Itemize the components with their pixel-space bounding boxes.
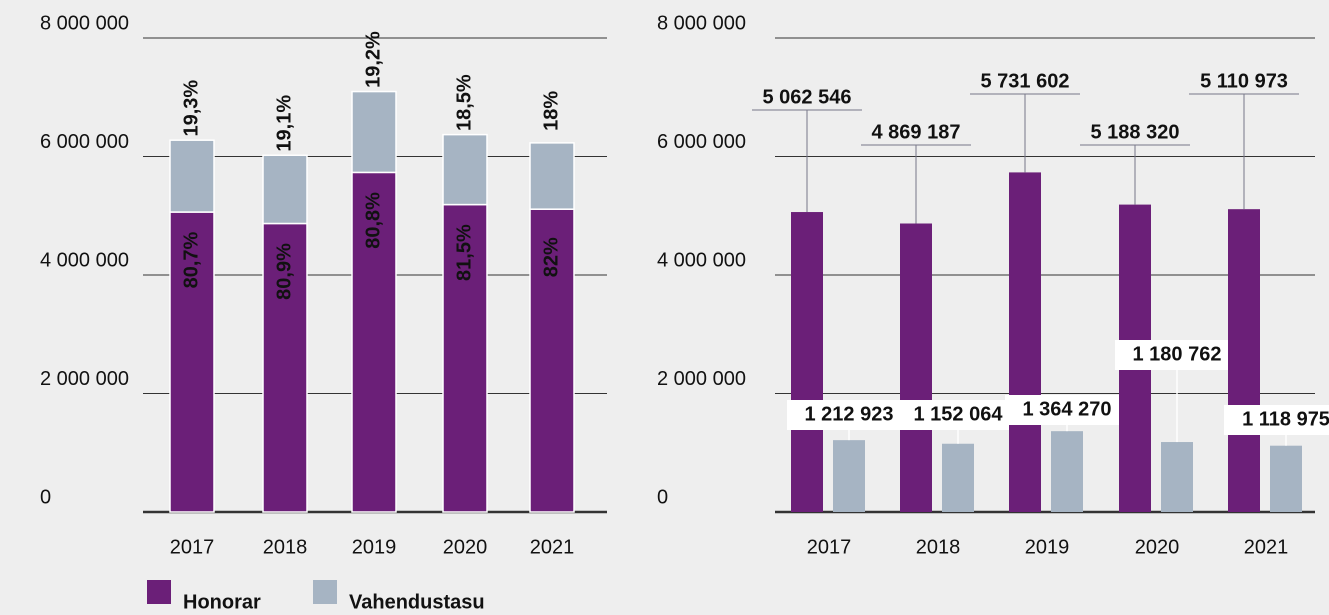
label-box [1224, 405, 1329, 435]
bar-segment [529, 142, 575, 210]
share-label: 80,9% [273, 243, 295, 300]
x-tick-label: 2020 [443, 536, 488, 558]
value-label: 1 212 923 [805, 403, 894, 425]
x-tick-label: 2018 [263, 536, 308, 558]
value-label: 1 118 975 [1242, 408, 1329, 430]
legend-swatch [313, 580, 337, 604]
y-tick-label: 8 000 000 [40, 12, 129, 34]
value-label: 5 110 973 [1200, 70, 1288, 92]
x-tick-label: 2020 [1135, 536, 1180, 558]
label-box [787, 400, 911, 430]
bar [1009, 172, 1041, 512]
bar [833, 440, 865, 512]
share-label: 80,8% [362, 192, 384, 249]
bar [942, 443, 974, 512]
x-tick-label: 2019 [352, 536, 397, 558]
label-box [896, 400, 1020, 430]
bar [1228, 209, 1260, 512]
bar [1270, 445, 1302, 512]
y-tick-label: 6 000 000 [40, 131, 129, 153]
x-tick-label: 2021 [1244, 536, 1289, 558]
share-label: 81,5% [453, 224, 475, 281]
bar [900, 223, 932, 512]
share-label: 82% [540, 237, 562, 277]
y-tick-label: 6 000 000 [657, 131, 746, 153]
value-label: 1 152 064 [914, 403, 1004, 425]
bar [1161, 442, 1193, 512]
bar-segment [262, 222, 308, 513]
value-label: 5 188 320 [1091, 121, 1180, 143]
share-label: 18,5% [453, 74, 475, 131]
share-label: 19,3% [180, 80, 202, 137]
legend-label: Vahendustasu [349, 591, 485, 613]
value-label: 5 062 546 [763, 86, 852, 108]
bar-segment [442, 133, 488, 206]
value-label: 4 869 187 [872, 121, 961, 143]
legend-swatch [147, 580, 171, 604]
bar-segment [169, 211, 215, 513]
share-label: 19,2% [362, 31, 384, 88]
x-tick-label: 2017 [807, 536, 852, 558]
x-tick-label: 2017 [170, 536, 215, 558]
bar [791, 212, 823, 513]
bar-segment [169, 139, 215, 213]
bar [1051, 431, 1083, 512]
legend-label: Honorar [183, 591, 261, 613]
y-tick-label: 2 000 000 [40, 368, 129, 390]
value-label: 5 731 602 [981, 70, 1070, 92]
y-tick-label: 0 [657, 486, 668, 508]
y-tick-label: 8 000 000 [657, 12, 746, 34]
y-tick-label: 0 [40, 486, 51, 508]
value-label: 1 364 270 [1023, 398, 1112, 420]
bar-segment [351, 90, 397, 174]
value-label: 1 180 762 [1133, 343, 1222, 365]
bar-segment [262, 154, 308, 225]
x-tick-label: 2019 [1025, 536, 1070, 558]
share-label: 18% [540, 91, 562, 131]
x-tick-label: 2018 [916, 536, 961, 558]
x-tick-label: 2021 [530, 536, 575, 558]
share-label: 80,7% [180, 231, 202, 288]
y-tick-label: 4 000 000 [40, 249, 129, 271]
y-tick-label: 4 000 000 [657, 249, 746, 271]
label-box [1005, 395, 1129, 425]
y-tick-label: 2 000 000 [657, 368, 746, 390]
share-label: 19,1% [273, 95, 295, 152]
label-box [1115, 340, 1239, 370]
